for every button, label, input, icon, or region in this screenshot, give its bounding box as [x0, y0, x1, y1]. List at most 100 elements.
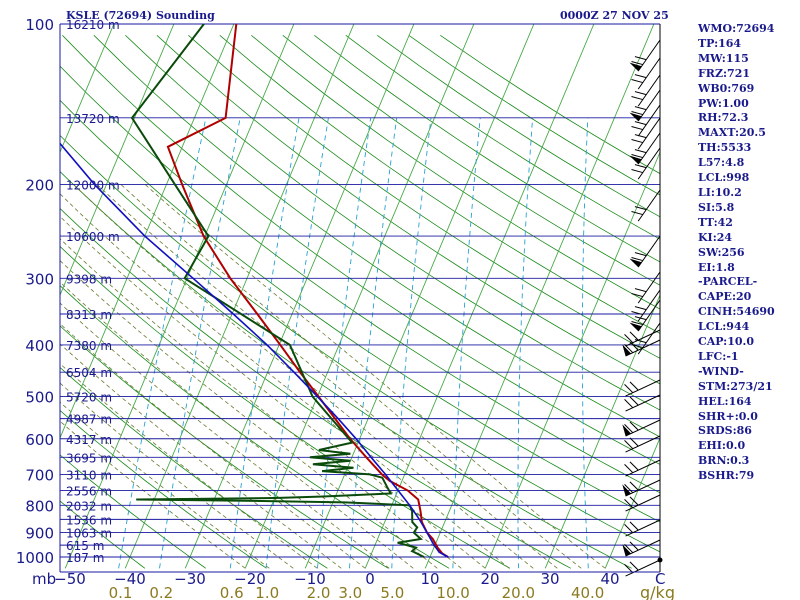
isotherm-line — [60, 24, 115, 154]
wind-barb — [624, 519, 661, 537]
wind-barb-flag — [629, 496, 639, 506]
dry-adiabat — [62, 35, 660, 465]
dry-adiabat — [60, 207, 571, 569]
temperature-tick-label: −30 — [174, 570, 206, 588]
dry-adiabat — [60, 245, 511, 569]
wind-barb-staff — [637, 189, 661, 222]
temperature-tick-label: 0 — [365, 570, 375, 588]
index-item: EHI:0.0 — [698, 439, 746, 453]
height-label: 4317 m — [66, 433, 112, 447]
mixing-ratio-tick-label: 5.0 — [380, 584, 404, 600]
wind-barb-flag — [631, 293, 643, 298]
wind-barb-flag — [631, 211, 643, 216]
dry-adiabat — [60, 65, 660, 494]
height-label: 7380 m — [66, 339, 112, 353]
wind-barb-staff — [625, 459, 661, 477]
wind-barb-flag — [631, 79, 643, 84]
moist-adiabat — [60, 238, 462, 569]
moist-adiabat — [60, 260, 438, 569]
wind-barb — [631, 74, 661, 107]
mixing-ratio-line — [452, 117, 481, 569]
moist-adiabat — [60, 215, 486, 569]
mixing-ratio-tick-label: 2.0 — [307, 584, 331, 600]
dry-adiabat — [251, 34, 660, 310]
wind-barb-staff — [625, 394, 661, 412]
height-label: 2556 m — [66, 484, 112, 498]
dewpoint-profile — [130, 24, 425, 558]
height-label: 8313 m — [66, 308, 112, 322]
moist-adiabat — [60, 302, 390, 569]
dry-adiabat — [314, 34, 660, 263]
height-label: 3110 m — [66, 468, 112, 482]
surface-wind-marker — [657, 557, 663, 563]
wind-barb-flag — [629, 396, 639, 406]
index-item: BRN:0.3 — [698, 454, 750, 468]
wind-barb-flag — [624, 384, 634, 394]
wind-barb-flag — [624, 499, 634, 509]
moist-adiabat — [144, 184, 606, 569]
wind-barb — [622, 479, 661, 497]
temperature-tick-label: 20 — [480, 570, 499, 588]
dry-adiabat — [60, 99, 660, 523]
wind-barb — [624, 379, 661, 397]
dry-adiabat — [125, 35, 660, 411]
dry-adiabat — [188, 34, 660, 359]
isotherm-line — [64, 24, 295, 569]
wind-barb-flag — [631, 111, 643, 116]
wind-barb — [624, 394, 661, 412]
height-label: 2032 m — [66, 499, 112, 513]
dry-adiabat — [60, 366, 328, 569]
wind-barb-flag — [631, 139, 643, 144]
wind-barb-staff — [637, 235, 661, 268]
wind-barb-pennant — [629, 62, 642, 72]
index-item: WB0:769 — [698, 81, 755, 95]
index-item: HEL:164 — [698, 394, 752, 408]
wind-barb-staff — [637, 117, 661, 150]
mixing-ratio-tick-label: 20.0 — [502, 584, 535, 600]
wind-barb — [631, 147, 661, 180]
dry-adiabat — [60, 325, 389, 569]
height-label: 6504 m — [66, 366, 112, 380]
wind-barb-flag — [629, 341, 639, 351]
index-item: SI:5.8 — [698, 200, 735, 214]
wind-barb-staff — [625, 494, 661, 512]
wind-barb-flag — [629, 481, 639, 491]
pressure-tick-label: 800 — [25, 497, 54, 515]
mixing-ratio-tick-label: 40.0 — [571, 584, 604, 600]
dry-adiabat — [282, 34, 660, 286]
moist-adiabat — [60, 382, 294, 569]
profiles — [60, 24, 449, 558]
isotherm-line — [364, 24, 595, 569]
wind-barb-pennant — [629, 258, 642, 268]
pressure-tick-label: 600 — [25, 431, 54, 449]
pressure-tick-label: 500 — [25, 389, 54, 407]
wind-barb — [622, 539, 661, 557]
wind-barb-pennant — [622, 344, 631, 357]
isotherm-line — [60, 24, 175, 297]
wind-barb — [624, 559, 661, 577]
index-item: L57:4.8 — [698, 156, 745, 170]
dry-adiabat — [156, 35, 660, 385]
mixing-ratio-line — [391, 117, 432, 569]
dry-adiabat — [60, 454, 207, 569]
wind-barb — [629, 299, 661, 332]
wind-barb-flag — [631, 257, 643, 262]
height-label: 4987 m — [66, 413, 112, 427]
wind-barb-flag — [629, 561, 639, 571]
index-item: STM:273/21 — [698, 379, 773, 393]
wind-barbs — [622, 24, 663, 577]
wind-barb-staff — [637, 57, 661, 90]
wind-barb — [631, 189, 661, 222]
height-label: 12000 m — [66, 178, 120, 192]
wind-barb-flag — [629, 521, 639, 531]
wind-barb-staff — [637, 89, 661, 122]
temperature-tick-label: −50 — [54, 570, 86, 588]
wind-barb-staff — [625, 479, 661, 497]
index-item: PW:1.00 — [698, 96, 749, 110]
wind-barb-flag — [634, 288, 647, 293]
dry-adiabat — [60, 409, 267, 569]
wind-barb-staff — [637, 271, 661, 304]
wind-barb-staff — [637, 299, 661, 332]
temperature-tick-label: 30 — [540, 570, 559, 588]
isotherm-line — [484, 151, 660, 569]
